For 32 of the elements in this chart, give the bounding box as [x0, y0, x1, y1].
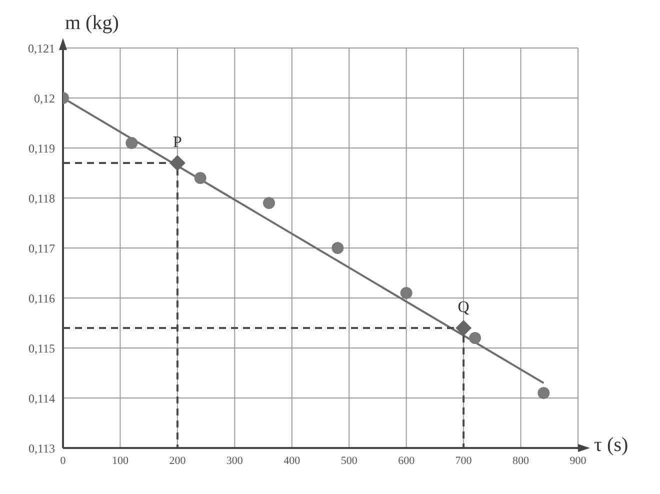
point: [332, 242, 344, 254]
y-tick-label: 0,117: [28, 241, 55, 256]
y-tick-label: 0,116: [28, 291, 55, 306]
point: [263, 197, 275, 209]
y-tick-label: 0,119: [28, 141, 55, 156]
y-tick-label: 0,114: [28, 391, 55, 406]
x-tick-label: 500: [340, 454, 358, 467]
point: [400, 287, 412, 299]
x-axis-title: τ (s): [594, 434, 628, 457]
point: [169, 155, 186, 171]
y-tick-label: 0,115: [28, 341, 55, 356]
y-tick-label: 0,12: [34, 91, 55, 106]
x-tick-label: 100: [112, 454, 129, 467]
y-tick-label: 0,121: [28, 41, 55, 56]
point: [538, 387, 550, 399]
y-tick-label: 0,113: [28, 441, 55, 456]
x-tick-label: 700: [455, 454, 472, 467]
x-tick-label: 800: [512, 454, 530, 467]
x-tick-label: 900: [570, 454, 587, 467]
x-tick-label: 200: [169, 454, 186, 467]
y-axis-title: m (kg): [65, 12, 119, 35]
x-tick-label: 0: [60, 454, 66, 467]
point: [456, 320, 472, 336]
annotation: P: [172, 134, 182, 151]
x-tick-label: 400: [284, 454, 301, 467]
point: [469, 332, 481, 344]
point: [126, 137, 138, 149]
y-tick-label: 0,118: [28, 191, 55, 206]
x-tick-label: 300: [226, 454, 244, 467]
x-tick-label: 600: [398, 454, 416, 467]
point: [194, 172, 206, 184]
annotation: Q: [458, 299, 470, 316]
